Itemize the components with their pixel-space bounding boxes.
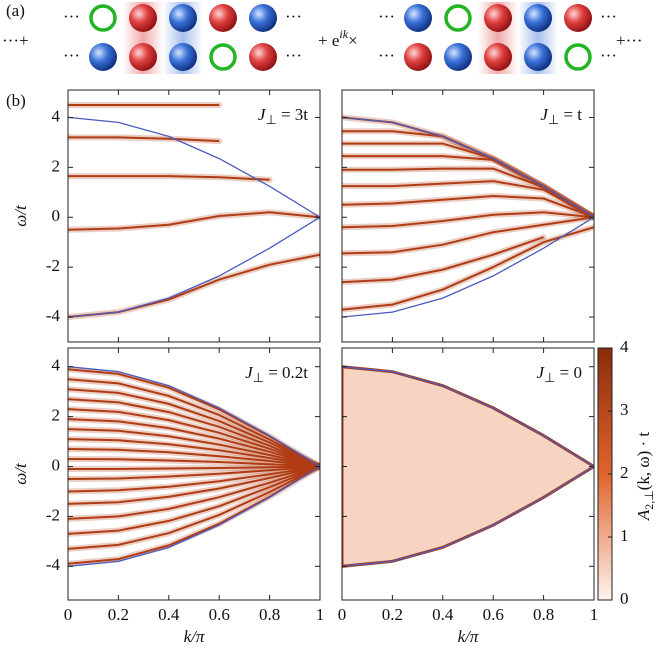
- ellipsis: ···: [378, 46, 395, 65]
- x-tick-label: 1: [316, 605, 325, 624]
- colorbar-tick-label: 1: [620, 526, 629, 545]
- x-tick-label: 0.6: [483, 605, 504, 624]
- panel: J⊥ = t: [342, 90, 594, 342]
- panel-label: (a): [6, 1, 25, 20]
- ellipsis: ···: [63, 7, 80, 26]
- y-axis-label: ω/t: [11, 462, 30, 485]
- plots: -4 -2 0 2 4 J⊥ = 3t ω/t J⊥ = t -4 -2 0 2 4 0 0.2 0.4 0.6…: [11, 90, 656, 646]
- red-spin: [484, 4, 512, 32]
- red-spin: [129, 4, 157, 32]
- hole: [91, 6, 115, 30]
- x-tick-label: 0.4: [432, 605, 454, 624]
- panel: -4 -2 0 2 4 J⊥ = 3t ω/t: [11, 90, 320, 342]
- ellipsis: ···: [63, 46, 80, 65]
- boundary-line: [68, 117, 320, 217]
- x-axis-label: k/π: [458, 627, 479, 646]
- y-tick-label: -2: [46, 256, 60, 275]
- hole: [446, 6, 470, 30]
- blue-spin: [169, 4, 197, 32]
- ellipsis: ···: [600, 46, 617, 65]
- phase-factor: + eik×: [318, 27, 358, 50]
- x-tick-label: 0.8: [533, 605, 554, 624]
- hole: [566, 45, 590, 69]
- x-tick-label: 0.8: [259, 605, 280, 624]
- plot-area: [342, 117, 594, 317]
- blue-spin: [524, 43, 552, 71]
- hole: [211, 45, 235, 69]
- blue-spin: [89, 43, 117, 71]
- y-tick-label: 2: [52, 156, 61, 175]
- y-tick-label: 4: [52, 106, 61, 125]
- blue-spin: [404, 4, 432, 32]
- colorbar-tick-label: 4: [620, 337, 629, 356]
- band: [342, 217, 594, 253]
- ellipsis-plus: +···: [616, 31, 643, 50]
- boundary-line: [68, 217, 320, 317]
- x-tick-label: 0.6: [209, 605, 230, 624]
- boundary-line: [342, 217, 594, 317]
- colorbar-tick-label: 2: [620, 463, 629, 482]
- y-tick-label: 4: [52, 356, 61, 375]
- y-tick-label: -4: [46, 306, 61, 325]
- x-tick-label: 0: [64, 605, 73, 624]
- x-tick-label: 0.2: [108, 605, 129, 624]
- annotation: J⊥ = 0.2t: [245, 363, 308, 385]
- red-spin: [484, 43, 512, 71]
- red-spin: [249, 43, 277, 71]
- plot-area: [68, 105, 320, 317]
- y-tick-label: 2: [52, 406, 61, 425]
- x-tick-label: 0.2: [382, 605, 403, 624]
- blue-spin: [444, 43, 472, 71]
- x-tick-label: 0.4: [158, 605, 180, 624]
- plot-area: [342, 367, 594, 567]
- colorbar: 0 1 2 3 4 A2,⊥(k, ω) · t: [598, 337, 656, 608]
- colorbar-tick-label: 3: [620, 400, 629, 419]
- panel: 0 0.2 0.4 0.6 0.8 1 J⊥ = 0 k/π: [338, 348, 599, 646]
- x-tick-label: 1: [590, 605, 599, 624]
- y-tick-label: 0: [52, 455, 61, 474]
- blue-spin: [524, 4, 552, 32]
- ellipsis: ···: [378, 7, 395, 26]
- annotation: J⊥ = 3t: [258, 105, 308, 127]
- plot-area: [68, 367, 320, 567]
- red-spin: [129, 43, 157, 71]
- band-glow: [68, 255, 320, 317]
- ellipsis: ···: [285, 46, 302, 65]
- annotation: J⊥ = 0: [537, 363, 582, 385]
- blue-spin: [249, 4, 277, 32]
- colorbar-tick-label: 0: [620, 589, 629, 608]
- y-tick-label: -2: [46, 505, 60, 524]
- figure: (a) ···+ + eik× +··· (b) ··· ··· ··· ··· ···…: [0, 0, 658, 656]
- y-axis-label: ω/t: [11, 204, 30, 227]
- panel-label: (b): [6, 91, 26, 110]
- red-spin: [404, 43, 432, 71]
- ellipsis: ···: [600, 7, 617, 26]
- y-tick-label: 0: [52, 206, 61, 225]
- panel: -4 -2 0 2 4 0 0.2 0.4 0.6 0.8 1 J⊥ = 0.2t ω/t k/π: [11, 348, 324, 646]
- annotation: J⊥ = t: [540, 105, 582, 127]
- red-spin: [209, 4, 237, 32]
- colorbar-label: A2,⊥(k, ω) · t: [634, 432, 656, 522]
- blue-spin: [169, 43, 197, 71]
- x-axis-label: k/π: [184, 627, 205, 646]
- ellipsis: ···: [285, 7, 302, 26]
- red-spin: [564, 4, 592, 32]
- ellipsis-plus: ···+: [2, 31, 29, 50]
- y-tick-label: -4: [46, 555, 61, 574]
- x-tick-label: 0: [338, 605, 347, 624]
- band-glow: [342, 169, 594, 218]
